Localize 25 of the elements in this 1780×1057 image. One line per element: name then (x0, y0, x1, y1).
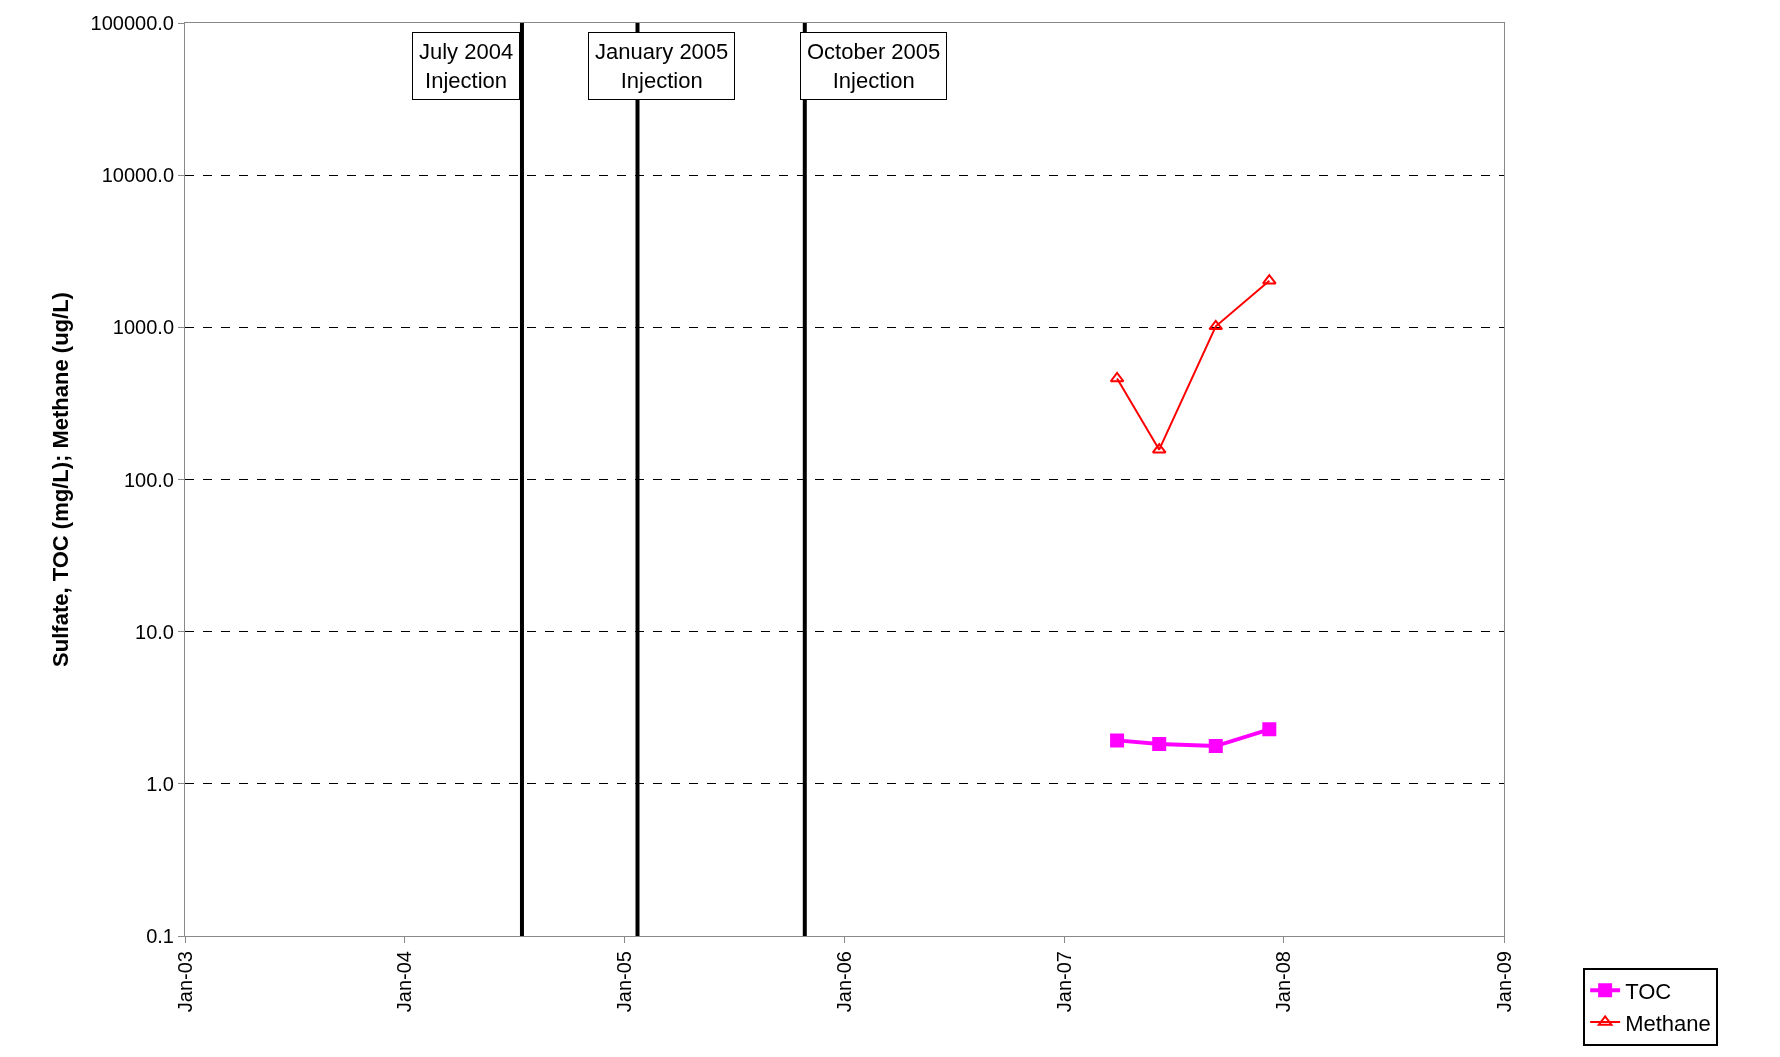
x-tick-label: Jan-08 (1272, 951, 1295, 1013)
point (1208, 319, 1224, 331)
y-tick-label: 100000.0 (90, 12, 174, 34)
y-tick-label: 1000.0 (112, 316, 174, 339)
point (1208, 739, 1223, 754)
y-tick-label: 0.1 (146, 925, 174, 947)
ref-line-label: July 2004 Injection (419, 39, 514, 93)
legend-label: TOC (1625, 978, 1672, 1004)
ref-line-label: January 2005 Injection (595, 39, 729, 93)
x-tick-label: Jan-06 (833, 951, 855, 1013)
y-tick-label: 10.0 (135, 620, 174, 643)
ref-line-label: October 2005 Injection (807, 39, 941, 93)
y-tick-label: 100.0 (123, 468, 174, 491)
point (1110, 733, 1125, 748)
point (1152, 736, 1167, 751)
y-tick-label: 1.0 (146, 772, 174, 795)
x-tick-label: Jan-07 (1052, 951, 1075, 1013)
point (1262, 722, 1277, 737)
x-tick-label: Jan-09 (1492, 951, 1515, 1013)
y-tick-label: 10000.0 (101, 164, 174, 187)
x-tick-label: Jan-05 (613, 951, 636, 1013)
x-tick-label: Jan-04 (393, 951, 416, 1013)
y-axis-title: Sulfate, TOC (mg/L); Methane (ug/L) (48, 292, 74, 667)
legend-label: Methane (1625, 1010, 1711, 1036)
x-tick-label: Jan-03 (173, 951, 196, 1013)
